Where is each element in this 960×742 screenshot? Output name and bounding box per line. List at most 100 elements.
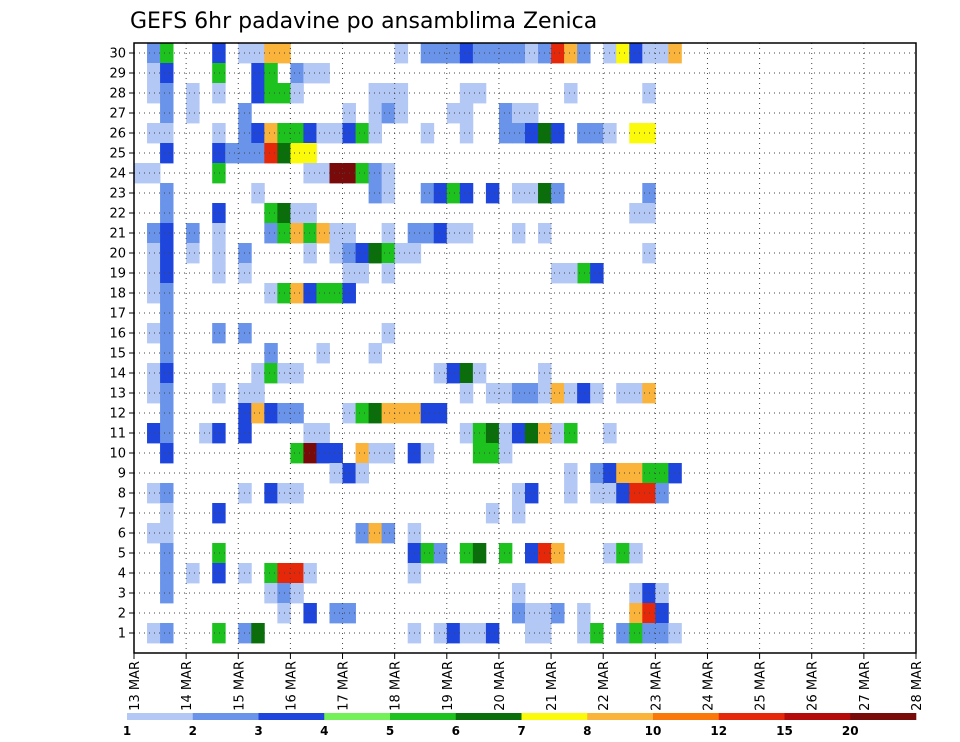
heatmap-cell — [290, 563, 304, 584]
heatmap-cell — [160, 423, 174, 444]
heatmap-cell — [329, 283, 343, 304]
heatmap-cell — [616, 623, 630, 644]
heatmap-cell — [577, 603, 591, 624]
legend-swatch — [324, 713, 391, 720]
heatmap-cell — [616, 543, 630, 564]
heatmap-cell — [655, 623, 669, 644]
y-tick-label: 13 — [109, 387, 126, 402]
heatmap-cell — [212, 263, 226, 284]
heatmap-cell — [329, 463, 343, 484]
legend-swatch — [192, 713, 259, 720]
heatmap-cell — [525, 543, 539, 564]
heatmap-cell — [160, 183, 174, 204]
heatmap-cell — [251, 383, 265, 404]
heatmap-cell — [420, 183, 435, 204]
x-tick-label: 20 MAR — [493, 661, 508, 711]
x-tick-label: 27 MAR — [858, 661, 873, 711]
heatmap-cell — [433, 363, 448, 384]
heatmap-cell — [368, 83, 383, 104]
heatmap-cell — [251, 83, 265, 104]
heatmap-cell — [616, 43, 630, 64]
heatmap-cell — [212, 243, 226, 264]
heatmap-cell — [433, 183, 448, 204]
heatmap-cell — [251, 183, 265, 204]
heatmap-cell — [655, 483, 669, 504]
heatmap-cell — [160, 563, 174, 584]
legend-swatch — [653, 713, 720, 720]
heatmap-cell — [420, 403, 435, 424]
grid-lines — [134, 43, 916, 653]
x-tick-label: 17 MAR — [337, 661, 352, 711]
heatmap-cell — [459, 183, 474, 204]
heatmap-cell — [498, 423, 513, 444]
heatmap-cell — [485, 423, 500, 444]
heatmap-cell — [564, 263, 578, 284]
heatmap-cell — [160, 403, 174, 424]
heatmap-cell — [303, 223, 317, 244]
x-tick-label: 24 MAR — [701, 661, 716, 711]
heatmap-cell — [355, 163, 369, 184]
x-axis-ticks: 13 MAR 14 MAR 15 MAR 16 MAR 17 MAR 18 MAR 19 M… — [128, 653, 925, 711]
heatmap-cell — [485, 443, 500, 464]
heatmap-cell — [147, 83, 161, 104]
y-tick-label: 6 — [118, 527, 126, 542]
heatmap-cell — [147, 223, 161, 244]
heatmap-cell — [290, 203, 304, 224]
heatmap-cell — [303, 603, 317, 624]
heatmap-cell — [564, 83, 578, 104]
y-tick-label: 3 — [118, 587, 126, 602]
heatmap-cell — [551, 123, 565, 144]
heatmap-cell — [160, 83, 174, 104]
plot-frame — [133, 42, 917, 654]
y-tick-label: 11 — [109, 427, 126, 442]
heatmap-cell — [577, 43, 591, 64]
x-tick-label: 21 MAR — [545, 661, 560, 711]
heatmap-cell — [160, 343, 174, 364]
heatmap-cell — [316, 123, 330, 144]
heatmap-cell — [160, 363, 174, 384]
heatmap-cell — [147, 323, 161, 344]
heatmap-cell — [264, 283, 278, 304]
heatmap-cell — [303, 63, 317, 84]
y-tick-label: 17 — [109, 307, 126, 322]
heatmap-cell — [485, 623, 500, 644]
heatmap-cell — [160, 523, 174, 544]
heatmap-cell — [290, 143, 304, 164]
heatmap-cell — [368, 403, 383, 424]
heatmap-cell — [368, 103, 383, 124]
x-tick-label: 26 MAR — [806, 661, 821, 711]
heatmap-cell — [394, 103, 409, 124]
legend-swatch — [587, 713, 654, 720]
heatmap-cell — [655, 603, 669, 624]
legend-swatch — [850, 713, 917, 720]
heatmap-cell — [147, 43, 161, 64]
heatmap-cell — [368, 183, 383, 204]
heatmap-cell — [264, 403, 278, 424]
x-tick-label: 14 MAR — [180, 661, 195, 711]
heatmap-cell — [186, 243, 200, 264]
heatmap-cell — [264, 583, 278, 604]
heatmap-cell — [433, 403, 448, 424]
heatmap-cell — [551, 383, 565, 404]
heatmap-cell — [668, 43, 682, 64]
heatmap-cell — [160, 143, 174, 164]
heatmap-cell — [251, 143, 265, 164]
heatmap-cell — [368, 163, 383, 184]
heatmap-cell — [264, 83, 278, 104]
heatmap-cell — [498, 43, 513, 64]
legend-swatch — [258, 713, 325, 720]
heatmap-cell — [212, 503, 226, 524]
heatmap-cell — [459, 543, 474, 564]
heatmap-cell — [355, 463, 369, 484]
heatmap-cell — [186, 563, 200, 584]
y-tick-label: 16 — [109, 327, 126, 342]
heatmap-cell — [446, 223, 461, 244]
heatmap-cell — [459, 43, 474, 64]
heatmap-cell — [212, 563, 226, 584]
heatmap-cell — [160, 623, 174, 644]
heatmap-cell — [616, 483, 630, 504]
heatmap-cell — [147, 383, 161, 404]
legend-label: 12 — [710, 724, 727, 738]
y-tick-label: 1 — [118, 627, 126, 642]
heatmap-cell — [147, 63, 161, 84]
